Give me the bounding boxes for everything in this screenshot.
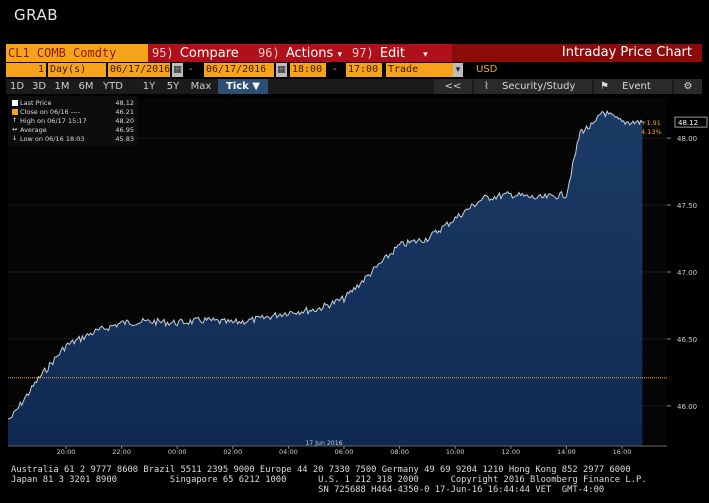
calendar-icon[interactable]: ▦ [276,63,287,77]
date-label: 17 Jun 2016 [305,440,342,447]
legend-swatch [12,100,18,106]
x-tick-label: 10:00 [446,448,465,456]
edit-label: Edit [379,46,406,61]
date-separator: - [189,64,193,75]
legend-value: 48.20 [115,117,134,125]
legend-low: ↓ Low on 06/16 18:03 [12,135,85,143]
legend-value: 46.21 [115,108,134,116]
timeframe-ytd[interactable]: YTD [103,81,123,92]
last-price-box [674,116,708,128]
legend-swatch [12,109,18,115]
x-tick-label: 00:00 [168,448,187,456]
y-tick-label: 47.50 [677,202,697,210]
price-area [8,111,643,446]
app-title: GRAB [14,6,58,24]
legend-value: 48.12 [115,99,134,107]
x-tick-label: 02:00 [223,448,242,456]
change-pct-label: 4.13% [641,128,662,136]
currency-label: USD [476,64,498,75]
y-tick-label: 48.00 [677,135,697,143]
tick-select[interactable]: Tick ▼ [218,79,268,94]
calendar-icon[interactable]: ▦ [172,63,183,77]
chevron-down-icon[interactable]: ▾ [453,63,463,77]
price-chart[interactable]: 46.00 46.50 47.00 47.50 48.00 48.12 +1.914.13%… [0,94,709,464]
period-unit-select[interactable]: Day(s) [48,63,106,77]
y-tick-label: 46.50 [677,336,697,344]
timeframe-5y[interactable]: 5Y [166,81,180,92]
x-tick-label: 16:00 [613,448,632,456]
legend-value: 46.95 [115,126,134,134]
y-axis-area [667,98,709,460]
chevron-down-icon: ▾ [423,50,428,60]
chart-icon: ⌇ [484,81,489,92]
flag-icon: ⚑ [600,81,609,92]
x-tick-label: 20:00 [57,448,76,456]
end-time-input[interactable]: 17:00 [346,63,382,77]
security-study-label: Security/Study [502,81,576,92]
legend-swatch: ↔ [12,126,18,133]
timeframe-max[interactable]: Max [190,81,212,92]
y-tick-label: 47.00 [677,269,697,277]
legend-swatch: ↓ [12,135,18,142]
security-study-button[interactable]: ⌇ Security/Study [474,79,592,94]
legend-swatch: ↑ [12,117,18,124]
y-tick-label: 46.00 [677,403,697,411]
x-tick-label: 14:00 [557,448,576,456]
actions-number: 96) [258,46,280,60]
x-tick-label: 08:00 [390,448,409,456]
edit-number: 97) [352,46,374,60]
edit-button[interactable]: 97) Edit ▾ [348,44,452,62]
x-tick-label: 22:00 [112,448,131,456]
period-count-input[interactable]: 1 [6,63,46,77]
timeframe-1m[interactable]: 1M [54,81,70,92]
footer-line: SN 725688 H464-4350-0 17-Jun-16 16:44:44… [11,485,605,495]
timeframe-1y[interactable]: 1Y [142,81,156,92]
start-time-input[interactable]: 18:00 [290,63,326,77]
gear-icon[interactable]: ⚙ [674,79,702,94]
start-date-input[interactable]: 06/17/2016 [108,63,171,77]
price-line [7,110,643,420]
end-date-input[interactable]: 06/17/2016 [204,63,274,77]
change-label: +1.91 [641,119,661,127]
x-tick-label: 04:00 [279,448,298,456]
timeframe-1d[interactable]: 1D [9,81,25,92]
plot-area: 46.00 46.50 47.00 47.50 48.00 48.12 +1.914.13%… [7,98,709,460]
timeframe-3d[interactable]: 3D [31,81,47,92]
back-button[interactable]: << [434,79,472,94]
footer-contacts: Australia 61 2 9777 8600 Brazil 5511 239… [11,465,647,495]
compare-label: Compare [179,46,239,61]
timeframe-6m[interactable]: 6M [78,81,94,92]
event-button[interactable]: ⚑ Event [594,79,672,94]
event-label: Event [622,81,651,92]
security-input[interactable]: CL1 COMB Comdty [6,44,150,62]
function-toolbar: CL1 COMB Comdty 95) Compare 96) Actions … [6,44,702,62]
footer-line: Australia 61 2 9777 8600 Brazil 5511 239… [11,465,631,475]
x-tick-label: 12:00 [501,448,520,456]
legend-last-price: Last Price [12,99,51,107]
chart-legend: Last Price 48.12 Close on 06/16 ---- 46.… [8,96,138,146]
event-select[interactable]: Trade [386,63,462,77]
parameter-bar: 1 Day(s) 06/17/2016 ▦ - 06/17/2016 ▦ 18:… [6,63,702,78]
actions-button[interactable]: 96) Actions ▾ [254,44,352,62]
legend-close: Close on 06/16 ---- [12,108,80,116]
last-price-label: 48.12 [678,119,698,127]
compare-number: 95) [152,46,174,60]
chart-title: Intraday Price Chart [561,45,692,60]
chevron-down-icon: ▾ [337,50,342,60]
timeframe-bar: 1D 3D 1M 6M YTD 1Y 5Y Max Tick ▼ << ⌇ Se… [6,79,702,94]
legend-average: ↔ Average [12,126,47,134]
legend-high: ↑ High on 06/17 15:17 [12,117,87,125]
legend-value: 45.83 [115,135,134,143]
footer-line: Japan 81 3 3201 8900 Singapore 65 6212 1… [11,475,647,485]
actions-label: Actions [285,46,334,61]
x-tick-label: 06:00 [335,448,354,456]
time-separator: - [333,64,337,75]
compare-button[interactable]: 95) Compare [148,44,258,62]
